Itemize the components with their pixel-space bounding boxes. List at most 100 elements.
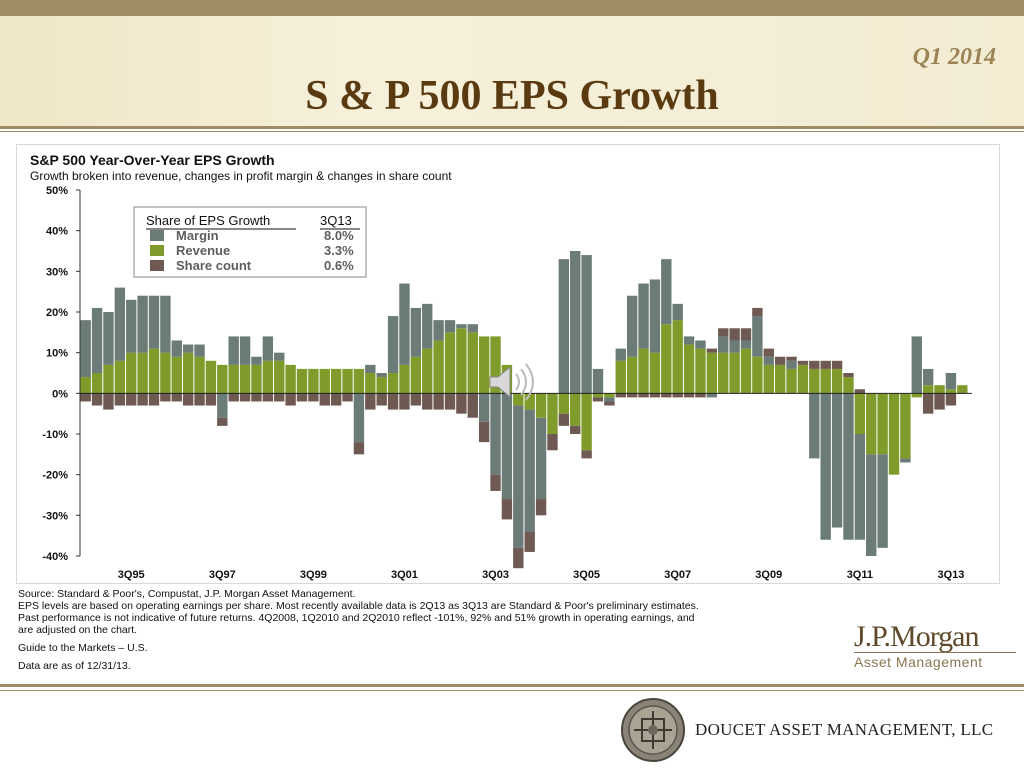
bar-share-count	[797, 360, 809, 365]
bar-share-count	[194, 393, 205, 406]
bar-revenue	[353, 368, 365, 394]
bar-revenue	[103, 364, 114, 394]
bar-revenue	[638, 348, 649, 394]
source-note: Source: Standard & Poor's, Compustat, J.…	[18, 588, 356, 600]
bar-revenue	[922, 385, 934, 394]
legend-item-value: 0.6%	[324, 258, 354, 273]
bar-share-count	[330, 393, 342, 406]
legend-swatch	[150, 230, 164, 241]
bar-revenue	[262, 360, 274, 394]
legend-swatch	[150, 245, 164, 256]
bar-margin	[365, 364, 376, 373]
legend-period: 3Q13	[320, 213, 352, 228]
bar-share-count	[262, 393, 274, 402]
bar-share-count	[353, 442, 365, 455]
bar-margin	[433, 320, 444, 341]
bar-share-count	[228, 393, 239, 402]
speaker-icon[interactable]	[489, 363, 534, 401]
axis-break-mark	[728, 213, 742, 219]
header-divider-thin	[0, 131, 1024, 132]
bar-share-count	[763, 348, 774, 357]
y-tick-label: -20%	[42, 470, 68, 482]
bar-revenue	[945, 389, 957, 394]
note-line-2: Past performance is not indicative of fu…	[18, 612, 695, 624]
y-tick-label: 10%	[46, 348, 68, 360]
bar-revenue	[422, 348, 433, 394]
bar-share-count	[296, 393, 308, 402]
bar-revenue	[535, 393, 547, 418]
bar-revenue	[695, 348, 706, 394]
bar-share-count	[831, 360, 843, 369]
legend-swatch	[150, 260, 164, 271]
bar-revenue	[661, 324, 672, 394]
bar-margin	[570, 251, 581, 394]
bar-share-count	[547, 434, 558, 451]
bar-margin	[843, 393, 854, 540]
bar-share-count	[922, 393, 934, 414]
bar-revenue	[820, 368, 831, 394]
bar-share-count	[217, 417, 228, 426]
chart-title: S&P 500 Year-Over-Year EPS Growth	[30, 152, 275, 168]
bar-margin	[820, 393, 831, 540]
bar-margin	[581, 255, 592, 394]
slide-header: Q1 2014 S & P 500 EPS Growth	[0, 16, 1024, 128]
bar-margin	[740, 340, 752, 349]
bar-revenue	[182, 352, 194, 394]
bar-margin	[410, 307, 422, 357]
bar-share-count	[319, 393, 330, 406]
bar-share-count	[103, 393, 114, 410]
bar-share-count	[592, 397, 604, 402]
bar-revenue	[809, 368, 820, 394]
bar-margin	[786, 360, 797, 369]
bar-revenue	[831, 368, 843, 394]
bar-share-count	[91, 393, 103, 406]
bar-margin	[661, 259, 672, 325]
bar-margin	[638, 283, 649, 349]
y-tick-label: -10%	[42, 429, 68, 441]
bar-margin	[114, 287, 126, 361]
bar-revenue	[900, 393, 911, 459]
bar-share-count	[809, 360, 820, 369]
bar-revenue	[319, 368, 330, 394]
bar-share-count	[820, 360, 831, 369]
legend-title: Share of EPS Growth	[146, 213, 270, 228]
bar-share-count	[843, 373, 854, 378]
bar-margin	[524, 409, 535, 532]
bar-margin	[228, 336, 239, 365]
bar-share-count	[376, 393, 387, 406]
bar-revenue	[126, 352, 137, 394]
bar-margin	[513, 405, 524, 548]
bar-revenue	[672, 320, 683, 394]
bar-margin	[672, 303, 683, 321]
bar-margin	[160, 295, 171, 353]
bar-revenue	[797, 364, 809, 394]
bar-share-count	[501, 499, 513, 520]
bar-share-count	[604, 401, 615, 406]
bar-margin	[239, 336, 251, 365]
bar-share-count	[365, 393, 376, 410]
footer-divider	[0, 684, 1024, 687]
bar-revenue	[399, 364, 410, 394]
guide-note: Guide to the Markets – U.S.	[18, 642, 148, 654]
bar-share-count	[148, 393, 160, 406]
bar-revenue	[228, 364, 239, 394]
bar-revenue	[558, 393, 570, 414]
x-tick-label: 3Q95	[118, 569, 145, 581]
bar-margin	[501, 393, 513, 500]
bar-revenue	[740, 348, 752, 394]
bar-margin	[80, 320, 91, 378]
bar-margin	[558, 259, 570, 394]
bar-share-count	[626, 393, 638, 398]
footer-divider-thin	[0, 690, 1024, 691]
bar-margin	[626, 295, 638, 357]
bar-share-count	[752, 307, 763, 317]
bar-share-count	[570, 425, 581, 434]
bar-margin	[592, 368, 604, 394]
bar-revenue	[148, 348, 160, 394]
bar-revenue	[330, 368, 342, 394]
bar-revenue	[137, 352, 148, 394]
bar-revenue	[205, 360, 217, 394]
bar-margin	[922, 368, 934, 386]
x-tick-label: 3Q07	[664, 569, 691, 581]
bar-share-count	[239, 393, 251, 402]
